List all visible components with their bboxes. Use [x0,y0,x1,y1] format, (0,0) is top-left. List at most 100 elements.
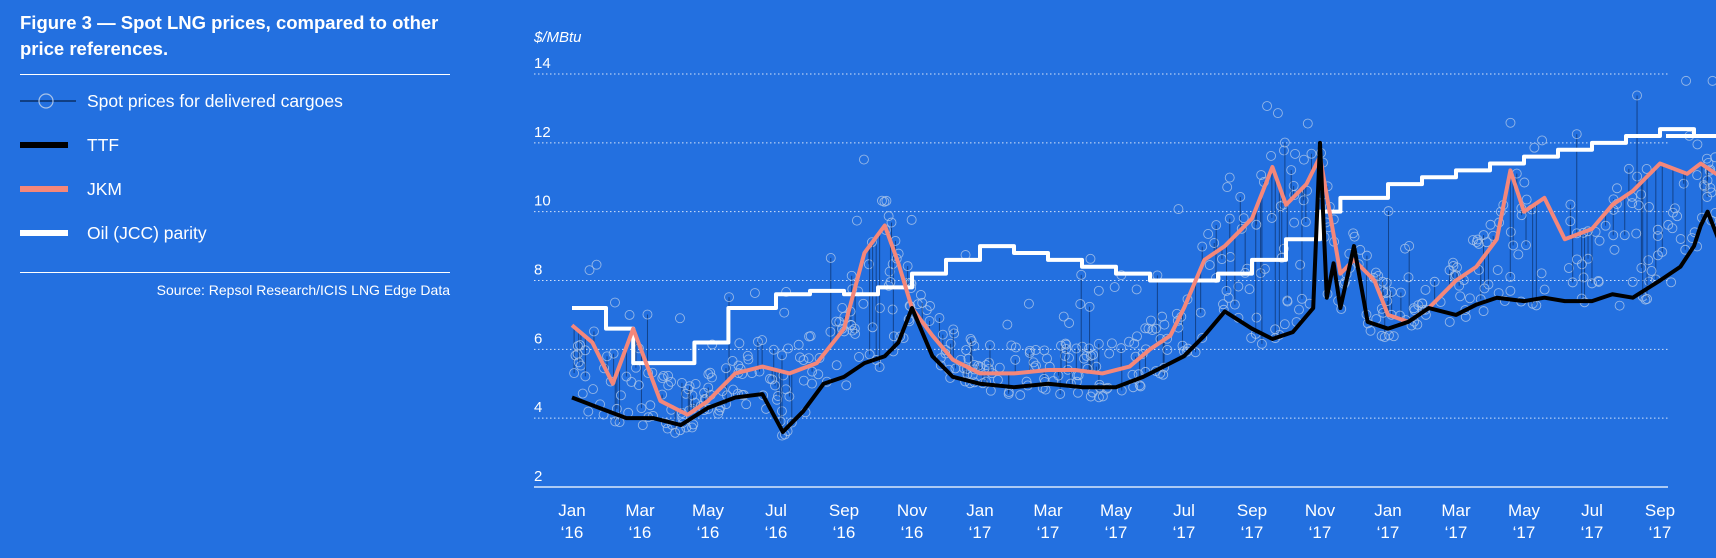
spot-cargo-marker [1395,287,1406,298]
spot-cargo-marker [1131,284,1142,295]
spot-cargo-marker [663,380,674,391]
spot-cargo-marker [854,352,864,362]
spot-cargo-marker [847,325,858,336]
spot-cargo-marker [1667,223,1678,234]
spot-cargo-marker [670,427,681,438]
spot-cargo-marker [945,338,956,349]
x-tick-label-year: ‘17 [1377,523,1400,542]
legend-item-oil: Oil (JCC) parity [20,222,450,266]
spot-cargo-marker [1376,330,1387,341]
x-tick-label-year: ‘17 [1309,523,1332,542]
spot-cargo-marker [1567,277,1578,288]
source-divider [20,272,450,273]
spot-cargo-marker [724,292,734,303]
spot-cargo-marker [703,369,714,380]
spot-cargo-marker [786,417,797,428]
spot-cargo-marker [1055,389,1066,399]
spot-cargo-marker [1256,170,1267,180]
spot-cargo-marker [642,309,653,320]
spot-cargo-marker [1565,216,1576,227]
spot-cargo-marker [1702,192,1713,202]
x-tick-label-month: Jan [558,501,585,520]
spot-cargo-marker [1097,391,1108,402]
spot-cargo-marker [1282,295,1293,306]
spot-cargo-marker [1710,208,1716,218]
spot-cargo-marker [1076,269,1087,280]
x-tick-label-month: May [1100,501,1133,520]
x-tick-label-month: Mar [625,501,655,520]
spot-cargo-marker [1666,277,1677,288]
spot-cargo-marker [1224,213,1235,224]
spot-cargo-marker [1151,323,1161,334]
spot-cargo-marker [1235,191,1246,202]
spot-cargo-marker [772,394,782,405]
spot-cargo-marker [1578,272,1589,283]
spot-cargo-marker [757,335,768,346]
spot-cargo-marker [1383,206,1394,217]
spot-cargo-marker [841,380,852,391]
spot-cargo-marker [768,344,779,355]
x-tick-label-month: Jan [1374,501,1401,520]
spot-cargo-marker [1061,344,1072,354]
spot-cargo-marker [1159,319,1170,330]
legend-label-spot: Spot prices for delivered cargoes [87,91,343,111]
x-tick-label-year: ‘17 [1581,523,1604,542]
spot-cargo-marker [1632,90,1642,101]
spot-cargo-marker [1015,390,1026,401]
spot-cargo-marker [1701,153,1712,164]
spot-cargo-marker [1197,241,1208,252]
spot-cargo-marker [657,373,668,384]
spot-cargo-marker [1705,164,1716,175]
x-tick-label-year: ‘16 [629,523,652,542]
spot-cargo-marker [1132,331,1142,342]
spot-cargo-marker [1030,345,1041,355]
spot-cargo-marker [1081,350,1092,361]
spot-cargo-marker [1129,338,1140,349]
x-tick-label-year: ‘16 [765,523,788,542]
spot-cargo-marker [1023,298,1034,309]
legend-label-jkm: JKM [87,179,122,199]
y-tick-label: 6 [534,330,542,347]
spot-cargo-marker [658,370,669,381]
spot-cargo-marker [1295,259,1306,270]
spot-cargo-marker [1084,301,1095,312]
spot-cargo-marker [1614,300,1625,311]
spot-cargo-marker [1361,250,1372,261]
spot-cargo-marker [804,331,815,342]
y-tick-label: 12 [534,124,551,141]
spot-cargo-marker [851,215,862,226]
spot-cargo-marker [645,400,656,411]
spot-cargo-marker [1623,163,1634,174]
spot-cargo-marker [1479,283,1490,294]
spot-cargo-marker [1140,323,1151,334]
spot-cargo-marker [742,350,753,361]
spot-cargo-marker [1505,227,1516,237]
y-tick-label: 14 [534,55,551,72]
spot-cargo-marker [1209,238,1220,248]
spot-cargo-marker [1251,219,1262,230]
spot-cargo-marker [1106,338,1117,349]
spot-cargo-marker [985,385,996,396]
spot-cargo-marker [1157,311,1168,322]
spot-cargo-marker [584,265,595,276]
spot-cargo-marker [1619,230,1630,241]
spot-cargo-marker [915,289,926,300]
spot-cargo-marker [1627,198,1638,209]
spot-cargo-marker [906,214,917,225]
spot-cargo-marker [1238,213,1249,224]
spot-cargo-marker [580,371,591,382]
x-tick-label-month: Sep [1645,501,1675,520]
x-tick-label-month: May [692,501,725,520]
y-tick-label: 8 [534,262,542,279]
spot-cargo-marker [602,351,612,362]
x-tick-label-year: ‘16 [561,523,584,542]
spot-cargo-marker [733,360,744,371]
spot-cargo-marker [1640,294,1651,305]
spot-cargo-marker [963,353,974,364]
spot-cargo-marker [877,195,887,206]
spot-cargo-marker [714,405,725,416]
spot-cargo-marker [1302,118,1313,129]
spot-cargo-marker [867,322,878,333]
spot-cargo-marker [1513,249,1524,260]
